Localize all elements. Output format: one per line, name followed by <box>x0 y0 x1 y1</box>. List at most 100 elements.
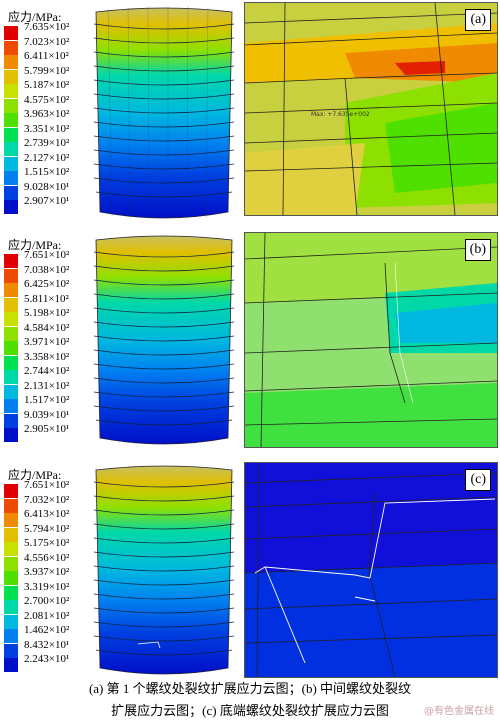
legend-value: 2.243×10¹ <box>24 653 70 665</box>
legend-swatch <box>4 571 18 585</box>
legend-swatch <box>4 26 18 40</box>
legend-swatch <box>4 498 18 513</box>
zoom-stress-contour <box>245 463 497 677</box>
legend-value: 2.081×10² <box>24 609 70 622</box>
legend-swatch <box>4 527 18 542</box>
legend-swatch <box>4 384 18 399</box>
legend-swatch <box>4 127 18 142</box>
legend-value: 2.907×10¹ <box>24 195 70 207</box>
legend-value: 3.963×10² <box>24 108 70 120</box>
legend-title: 应力/MPa: <box>8 10 62 24</box>
legend-value: 2.127×10² <box>24 151 70 164</box>
legend-value: 5.799×10² <box>24 64 70 77</box>
legend-swatch <box>4 98 18 113</box>
legend-swatch <box>4 513 18 527</box>
legend-swatch <box>4 69 18 84</box>
subfigure-label: (c) <box>465 469 491 491</box>
legend-value: 1.515×10² <box>24 166 70 178</box>
panel-c: 应力/MPa: 7.651×10² 7.032×10² 6.413×10² 5.794… <box>0 460 500 688</box>
legend-swatch <box>4 658 18 672</box>
legend-swatch <box>4 341 18 355</box>
legend-value: 2.905×10¹ <box>24 423 70 435</box>
legend-value: 7.651×10² <box>24 249 70 261</box>
legend-swatch <box>4 297 18 312</box>
legend-value: 5.175×10² <box>24 537 70 549</box>
legend-swatch <box>4 399 18 413</box>
legend-value: 3.971×10² <box>24 336 70 348</box>
legend-value: 1.517×10² <box>24 394 70 406</box>
caption-line-1: (a) 第 1 个螺纹处裂纹扩展应力云图；(b) 中间螺纹处裂纹 <box>88 681 412 696</box>
legend-swatch <box>4 185 18 200</box>
subfigure-label: (a) <box>465 9 491 31</box>
legend-value: 4.575×10² <box>24 93 70 106</box>
legend-value: 7.038×10² <box>24 263 70 276</box>
legend-value: 4.584×10² <box>24 321 70 334</box>
legend-swatch <box>4 40 18 55</box>
legend-swatch <box>4 283 18 297</box>
legend-swatch <box>4 585 18 600</box>
legend-value: 2.700×10² <box>24 595 70 607</box>
legend-value: 8.432×10¹ <box>24 638 70 651</box>
legend-value: 5.187×10² <box>24 79 70 91</box>
legend-value: 1.462×10² <box>24 624 70 636</box>
legend-swatch <box>4 643 18 658</box>
legend-value: 7.651×10² <box>24 479 70 491</box>
legend-swatch <box>4 428 18 442</box>
legend-swatch <box>4 171 18 185</box>
legend-value: 7.023×10² <box>24 35 70 48</box>
zoom-stress-contour <box>245 3 497 215</box>
bolt-stress-contour <box>93 465 235 675</box>
legend-swatch <box>4 156 18 171</box>
legend-swatch <box>4 254 18 268</box>
crack-zoom-view: (b) <box>244 232 498 448</box>
legend-swatch <box>4 542 18 556</box>
legend-swatch <box>4 355 18 370</box>
crack-zoom-view: (c) <box>244 462 498 678</box>
panel-a: 应力/MPa: 7.635×10² 7.023×10² 6.411×10² 5.799… <box>0 2 500 230</box>
legend-value: 2.131×10² <box>24 379 70 392</box>
bolt-stress-contour <box>93 235 235 445</box>
caption-line-2: 扩展应力云图；(c) 底端螺纹处裂纹扩展应力云图 <box>111 703 389 718</box>
legend-swatch <box>4 484 18 498</box>
panel-b: 应力/MPa: 7.651×10² 7.038×10² 6.425×10² 5.811… <box>0 230 500 458</box>
legend-value: 5.794×10² <box>24 522 70 535</box>
legend-value: 7.635×10² <box>24 21 70 33</box>
legend-swatch <box>4 55 18 69</box>
legend-title: 应力/MPa: <box>8 468 62 482</box>
legend-swatch <box>4 600 18 614</box>
legend-swatch <box>4 556 18 571</box>
watermark: @有色金属在线 <box>424 706 494 717</box>
max-stress-label: Max: +7.635e+002 <box>311 111 370 118</box>
legend-swatch <box>4 629 18 643</box>
legend-value: 3.937×10² <box>24 566 70 578</box>
legend-value: 4.556×10² <box>24 551 70 564</box>
figure-caption: (a) 第 1 个螺纹处裂纹扩展应力云图；(b) 中间螺纹处裂纹 扩展应力云图；… <box>0 678 500 722</box>
crack-zoom-view: Max: +7.635e+002 (a) <box>244 2 498 216</box>
legend-value: 2.744×10² <box>24 365 70 377</box>
legend-swatch <box>4 268 18 283</box>
legend-value: 6.411×10² <box>24 50 69 62</box>
legend-swatch <box>4 370 18 384</box>
legend-value: 6.413×10² <box>24 508 70 520</box>
legend-value: 5.198×10² <box>24 307 70 319</box>
subfigure-label: (b) <box>464 239 491 261</box>
legend-value: 9.039×10¹ <box>24 408 70 421</box>
legend-title: 应力/MPa: <box>8 238 62 252</box>
zoom-stress-contour <box>245 233 497 447</box>
legend-swatch <box>4 200 18 214</box>
legend-value: 3.351×10² <box>24 122 70 135</box>
legend-value: 3.358×10² <box>24 350 70 363</box>
legend-swatch <box>4 614 18 629</box>
legend-value: 3.319×10² <box>24 580 70 593</box>
legend-swatch <box>4 413 18 428</box>
bolt-stress-contour <box>93 5 235 220</box>
legend-value: 7.032×10² <box>24 493 70 506</box>
legend-value: 6.425×10² <box>24 278 70 290</box>
legend-value: 9.028×10¹ <box>24 180 70 193</box>
legend-swatch <box>4 312 18 326</box>
legend-swatch <box>4 326 18 341</box>
legend-swatch <box>4 142 18 156</box>
legend-value: 5.811×10² <box>24 292 69 305</box>
legend-swatch <box>4 113 18 127</box>
legend-swatch <box>4 84 18 98</box>
